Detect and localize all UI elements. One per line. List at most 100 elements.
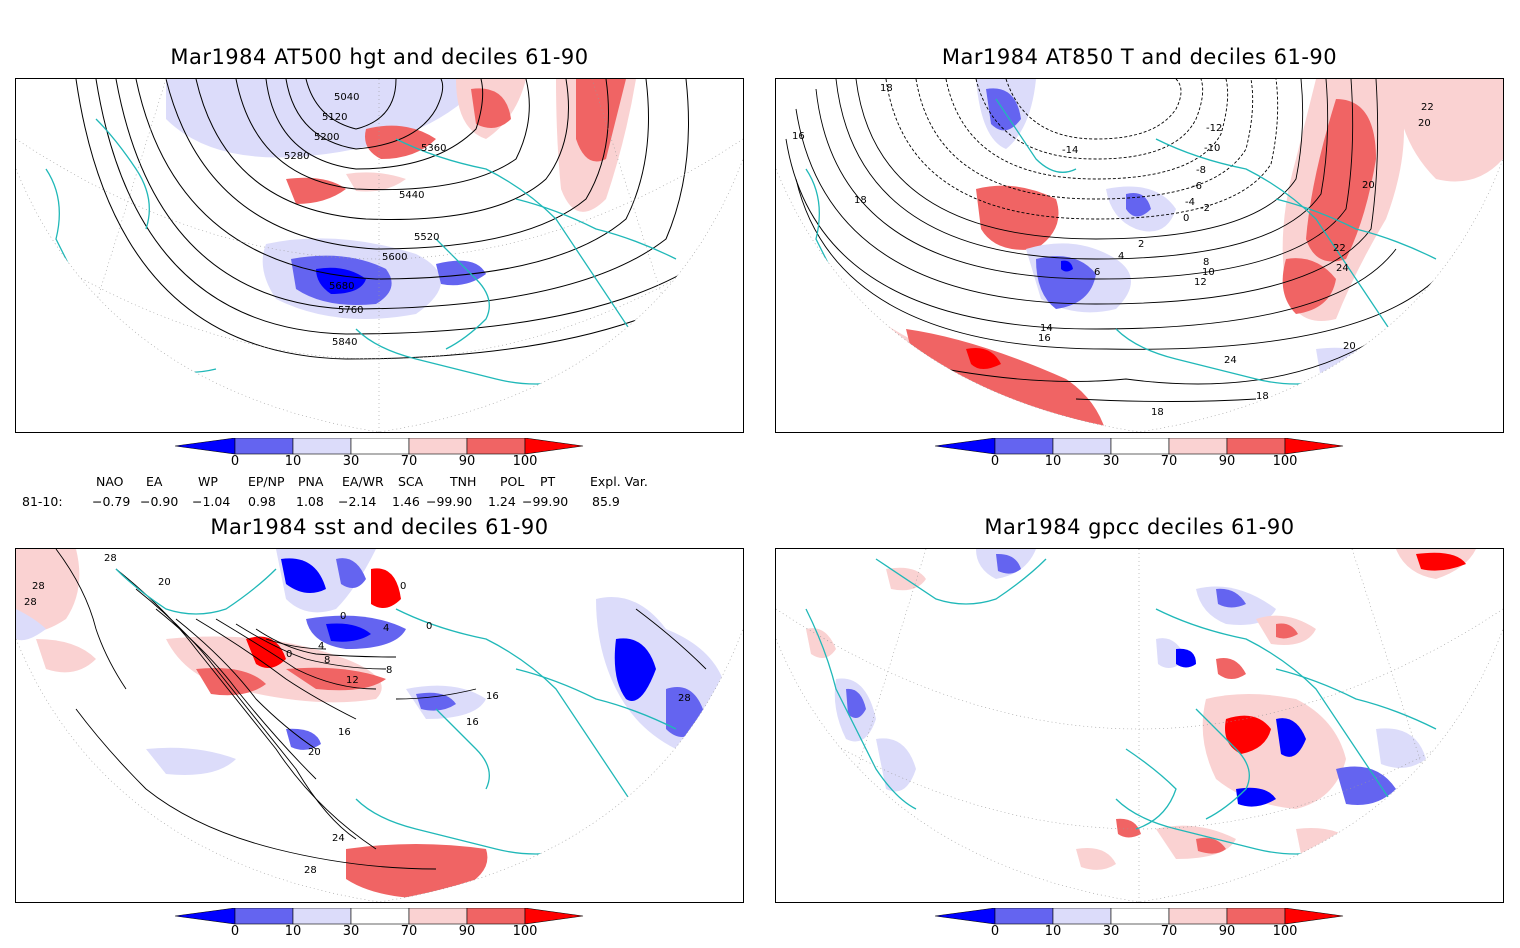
contour-label: 8: [324, 655, 330, 666]
contour-label: -8: [1196, 165, 1206, 176]
contour-label: 24: [1336, 263, 1349, 274]
colorbar-label: 90: [1218, 454, 1236, 469]
colorbar-label: 10: [1044, 454, 1062, 469]
contour-label: 8: [386, 665, 392, 676]
contour-label: 4: [383, 623, 389, 634]
contour-label: 5040: [334, 92, 359, 103]
index-header: SCA: [398, 474, 424, 489]
contour-label: 16: [1038, 333, 1051, 344]
contour-label: 5760: [338, 305, 363, 316]
contour-label: -10: [1204, 143, 1220, 154]
colorbar-label: 70: [400, 454, 418, 469]
contour-label: 4: [318, 641, 324, 652]
map-panel-at850: 18 16 18 -14 -12 -10 -8 -6 -4 -2 0 2 4 6…: [775, 78, 1504, 433]
index-header: POL: [500, 474, 525, 489]
contour-label: 5680: [329, 281, 354, 292]
colorbar-label: 0: [990, 924, 1000, 939]
contour-label: 5440: [399, 190, 424, 201]
contour-label: 5840: [332, 337, 357, 348]
colorbar-label: 30: [1102, 924, 1120, 939]
contour-label: 4: [1118, 251, 1124, 262]
contour-label: 0: [1183, 213, 1189, 224]
index-header: PT: [540, 474, 556, 489]
map-at500-svg: 5040 5120 5200 5280 5360 5440 5520 5600 …: [16, 79, 743, 432]
map-panel-sst: 28 28 28 20 0 0 4 4 8 8 12 16 16 20 24 2…: [15, 548, 744, 903]
contour-label: 2: [1138, 239, 1144, 250]
colorbar-label: 100: [1272, 454, 1298, 469]
contour-label: 14: [1040, 323, 1053, 334]
index-header: EP/NP: [248, 474, 285, 489]
map-panel-gpcc: [775, 548, 1504, 903]
panel-title-2: Mar1984 AT850 T and deciles 61-90: [941, 45, 1338, 69]
colorbar-label: 90: [458, 454, 476, 469]
colorbar-bottom-left: 0 10 30 70 90 100: [175, 908, 595, 948]
colorbar-label: 70: [400, 924, 418, 939]
contour-label: 16: [792, 131, 805, 142]
colorbar-label: 90: [1218, 924, 1236, 939]
index-value: 1.24: [488, 494, 516, 509]
contour-label: -6: [1192, 181, 1202, 192]
colorbar-top-right: 0 10 30 70 90 100: [935, 438, 1355, 478]
index-header: EA/WR: [342, 474, 384, 489]
contour-label: 28: [32, 581, 45, 592]
contour-label: -12: [1206, 123, 1222, 134]
contour-label: 18: [1256, 391, 1269, 402]
contour-label: 5200: [314, 132, 339, 143]
contour-label: 22: [1333, 243, 1346, 254]
colorbar-label: 30: [342, 454, 360, 469]
colorbar-label: 0: [230, 454, 240, 469]
index-header: WP: [198, 474, 218, 489]
contour-label: 22: [1421, 102, 1434, 113]
contour-label: 18: [1151, 407, 1164, 418]
index-value: −2.14: [338, 494, 377, 509]
index-header: Expl. Var.: [590, 474, 648, 489]
panel-title-4: Mar1984 gpcc deciles 61-90: [984, 515, 1295, 539]
colorbar-label: 10: [284, 454, 302, 469]
contour-label: 24: [1224, 355, 1237, 366]
contour-label: 20: [1362, 180, 1375, 191]
map-sst-svg: 28 28 28 20 0 0 4 4 8 8 12 16 16 20 24 2…: [16, 549, 743, 902]
contour-label: 20: [308, 747, 321, 758]
index-value: −1.04: [192, 494, 231, 509]
contour-label: 16: [486, 691, 499, 702]
map-at850-svg: 18 16 18 -14 -12 -10 -8 -6 -4 -2 0 2 4 6…: [776, 79, 1503, 432]
contour-label: 0: [340, 611, 346, 622]
colorbar-label: 30: [342, 924, 360, 939]
contour-label: 5280: [284, 151, 309, 162]
contour-label: 8: [1203, 257, 1209, 268]
colorbar-label: 0: [990, 454, 1000, 469]
index-value: 0.98: [248, 494, 276, 509]
index-header: TNH: [450, 474, 477, 489]
colorbar-label: 70: [1160, 454, 1178, 469]
contour-label: 12: [346, 675, 359, 686]
index-header: PNA: [298, 474, 324, 489]
contour-label: 0: [286, 649, 292, 660]
index-value: 1.08: [296, 494, 324, 509]
index-value: −0.79: [92, 494, 131, 509]
contour-label: 0: [426, 621, 432, 632]
contour-label: 5520: [414, 232, 439, 243]
colorbar-label: 30: [1102, 454, 1120, 469]
contour-label: 16: [466, 717, 479, 728]
contour-label: 28: [304, 865, 317, 876]
contour-label: -4: [1185, 197, 1195, 208]
contour-label: 20: [158, 577, 171, 588]
contour-label: -2: [1200, 203, 1210, 214]
contour-label: 16: [338, 727, 351, 738]
colorbar-label: 0: [230, 924, 240, 939]
contour-label: 18: [854, 195, 867, 206]
contour-label: 5360: [421, 143, 446, 154]
contour-label: 12: [1194, 277, 1207, 288]
contour-label: 20: [1418, 118, 1431, 129]
index-value: −99.90: [522, 494, 569, 509]
contour-label: 24: [332, 833, 345, 844]
contour-label: 5120: [322, 112, 347, 123]
contour-label: -14: [1062, 145, 1078, 156]
index-row-label: 81-10:: [22, 494, 63, 509]
contour-label: 20: [1343, 341, 1356, 352]
panel-title-1: Mar1984 AT500 hgt and deciles 61-90: [170, 45, 589, 69]
colorbar-label: 10: [284, 924, 302, 939]
map-panel-at500: 5040 5120 5200 5280 5360 5440 5520 5600 …: [15, 78, 744, 433]
index-header: EA: [146, 474, 163, 489]
contour-label: 10: [1202, 267, 1215, 278]
